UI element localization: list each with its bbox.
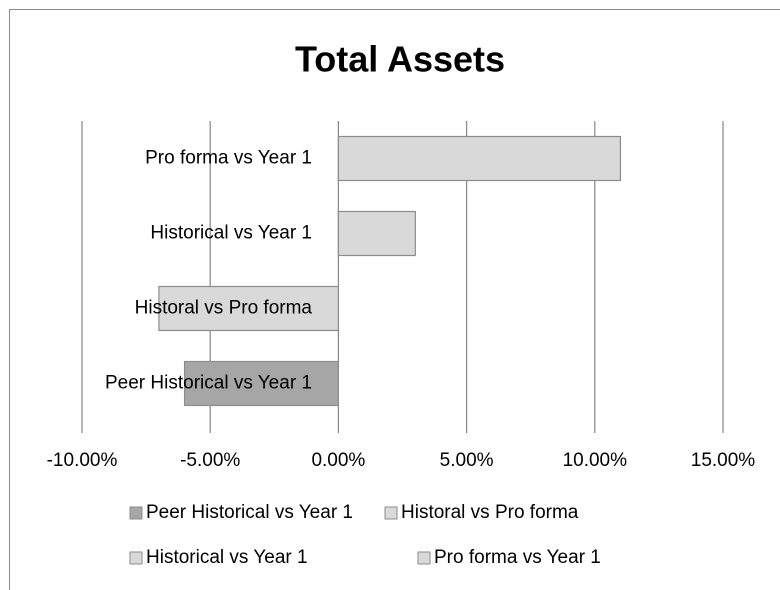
bar <box>337 210 416 257</box>
x-tick-label: -5.00% <box>180 450 240 471</box>
y-tick-label: Peer Historical vs Year 1 <box>105 373 312 394</box>
x-tick-label: -10.00% <box>47 450 118 471</box>
legend-swatch <box>384 506 398 520</box>
legend-swatch <box>417 551 431 565</box>
bar <box>183 360 339 407</box>
bar <box>158 285 339 332</box>
bar <box>337 135 622 182</box>
y-tick-label: Pro forma vs Year 1 <box>145 148 312 169</box>
x-tick-label: 10.00% <box>563 450 628 471</box>
y-tick-label: Historical vs Year 1 <box>150 223 312 244</box>
legend-label: Peer Historical vs Year 1 <box>146 502 353 523</box>
chart-title: Total Assets <box>295 39 505 80</box>
x-tick-label: 0.00% <box>311 450 365 471</box>
legend-label: Historical vs Year 1 <box>146 547 308 568</box>
legend-label: Historal vs Pro forma <box>401 502 579 523</box>
x-tick-label: 15.00% <box>691 450 756 471</box>
legend-swatch <box>129 551 143 565</box>
legend-label: Pro forma vs Year 1 <box>434 547 601 568</box>
y-tick-label: Historal vs Pro forma <box>135 298 313 319</box>
x-tick-label: 5.00% <box>440 450 494 471</box>
chart-frame <box>9 9 780 590</box>
legend-swatch <box>129 506 143 520</box>
